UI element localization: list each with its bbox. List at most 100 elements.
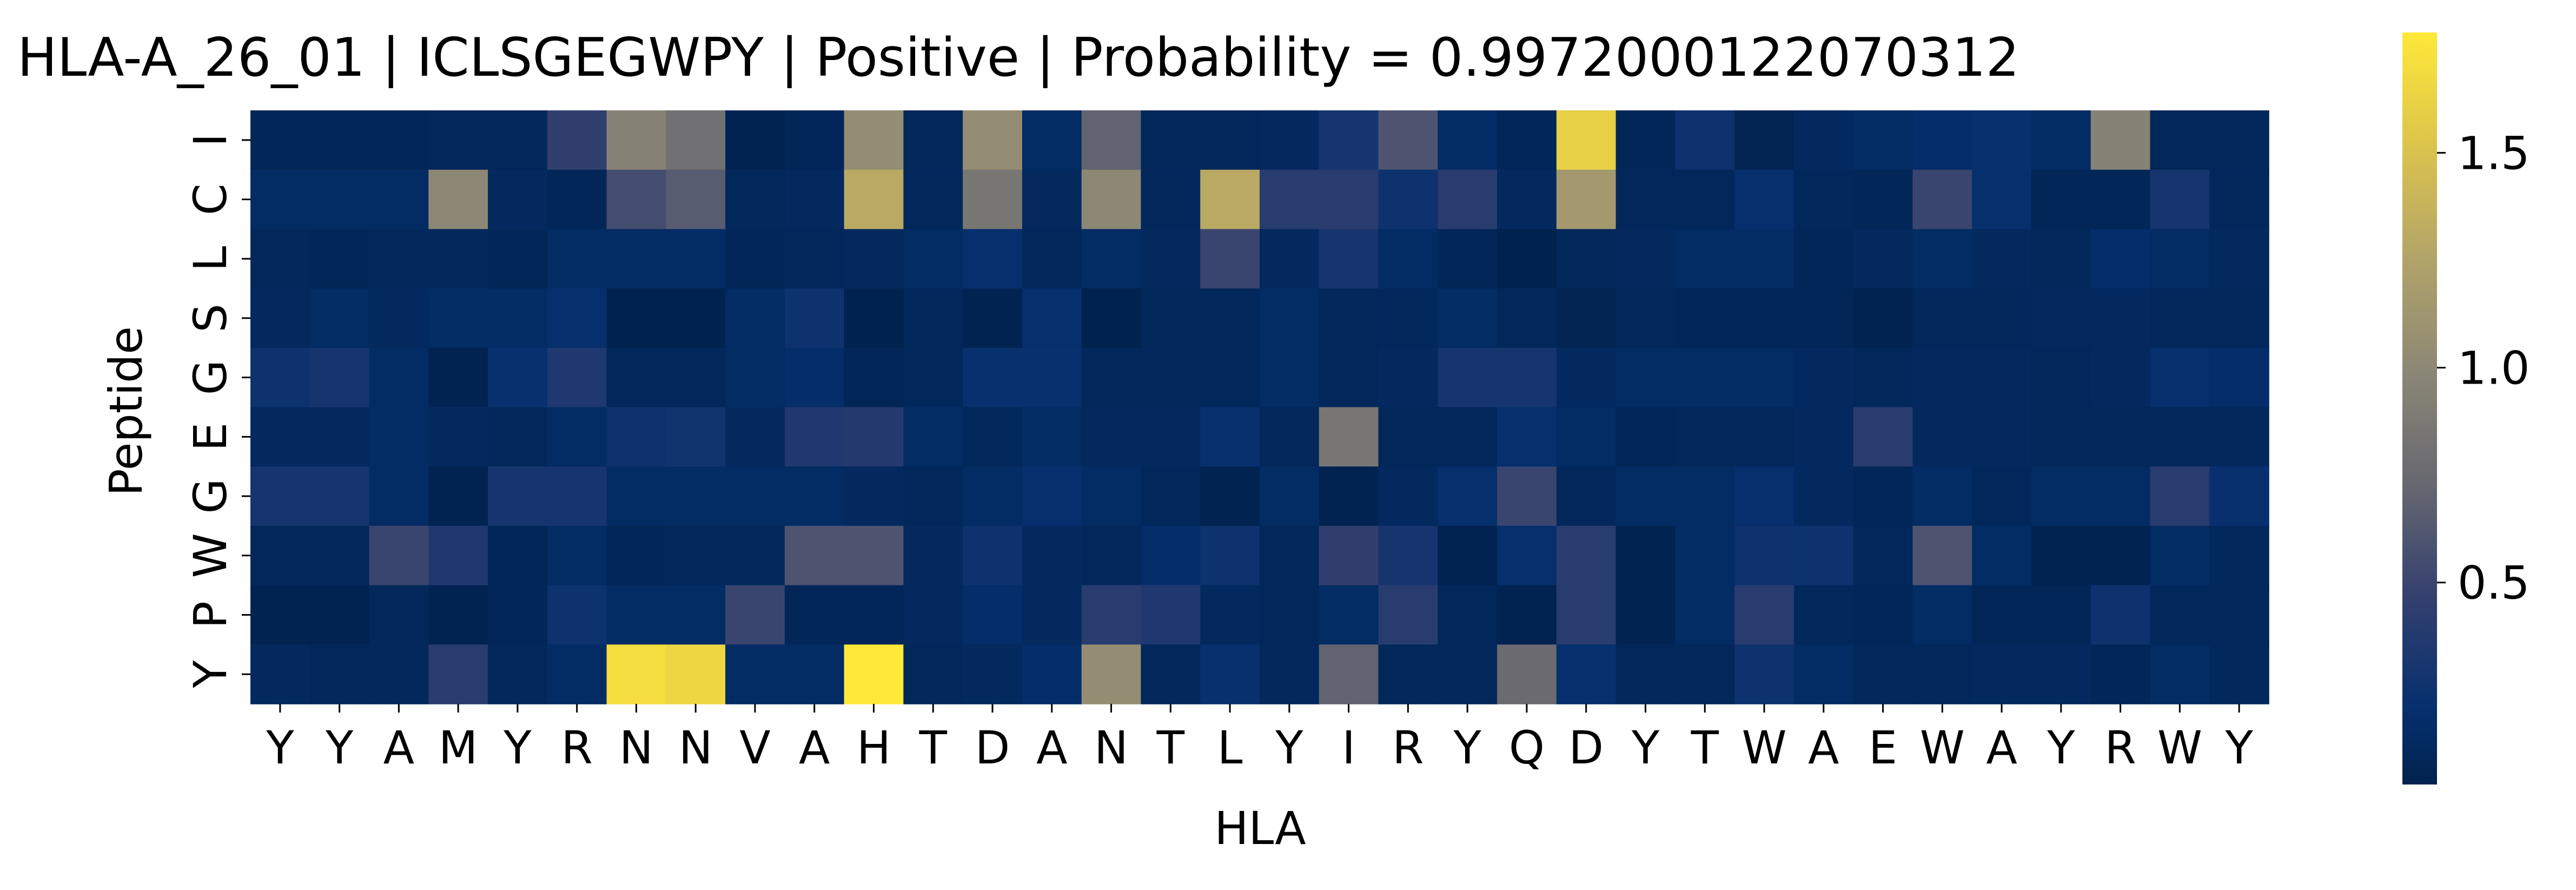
heatmap-cell [488,347,548,408]
heatmap-cell [2090,525,2151,586]
heatmap-cell [606,585,667,645]
heatmap-cell [1675,110,1735,170]
heatmap-cell [666,288,726,348]
heatmap-cell [2150,110,2210,170]
heatmap-cell [2031,466,2091,526]
heatmap-cell [1556,585,1617,645]
heatmap-cell [1497,407,1557,467]
heatmap-cell [1141,407,1201,467]
heatmap-cell [1319,347,1379,408]
heatmap-cell [428,110,488,170]
heatmap-cell [369,644,429,704]
heatmap-cell [963,466,1023,526]
heatmap-cell [1615,407,1676,467]
x-tick-label: D [1568,721,1604,774]
heatmap-cell [2209,347,2269,408]
heatmap-cell [1081,288,1142,348]
heatmap-cell [1793,407,1854,467]
heatmap-cell [666,585,726,645]
heatmap-cell [606,525,667,586]
y-tick-label: I [184,133,237,147]
heatmap-cell [1378,466,1439,526]
heatmap-cell [1200,110,1260,170]
heatmap-cell [1081,229,1142,289]
heatmap-cell [1853,229,1913,289]
heatmap-cell [1378,585,1439,645]
y-tick-label: S [184,304,237,332]
x-tick-label: R [1392,721,1423,774]
heatmap-cell [1081,110,1142,170]
heatmap-cell [1022,169,1082,230]
heatmap-cell [2150,288,2210,348]
heatmap-cell [2209,644,2269,704]
heatmap-cell [1022,525,1082,586]
heatmap-cell [2150,347,2210,408]
heatmap-cell [1793,525,1854,586]
heatmap-cell [1141,585,1201,645]
heatmap-cell [488,288,548,348]
heatmap-cell [1675,407,1735,467]
heatmap-cell [547,169,607,230]
heatmap-cell [1200,525,1260,586]
x-tick-label: T [919,721,948,774]
heatmap-cell [1200,288,1260,348]
heatmap-cell [1081,585,1142,645]
heatmap-cell [1438,644,1498,704]
heatmap-cell [903,525,963,586]
heatmap-cell [2209,407,2269,467]
heatmap-cell [2090,644,2151,704]
heatmap-cell [666,169,726,230]
heatmap-cell [1972,347,2032,408]
heatmap-cell [1141,466,1201,526]
heatmap-cell [1260,229,1320,289]
heatmap-cell [369,466,429,526]
heatmap-cell [428,585,488,645]
heatmap-cell [1319,288,1379,348]
x-tick-label: Y [2047,721,2075,774]
heatmap-cell [1912,110,1972,170]
heatmap-cell [1497,347,1557,408]
heatmap-cell [606,110,667,170]
heatmap-cell [1438,407,1498,467]
heatmap-cell [1615,525,1676,586]
heatmap-cell [1319,644,1379,704]
heatmap-cell [309,229,370,289]
heatmap-cell [1793,169,1854,230]
heatmap-cell [547,525,607,586]
heatmap-cell [1734,288,1794,348]
heatmap-cell [1438,110,1498,170]
heatmap-cell [2090,110,2151,170]
heatmap-cell [666,644,726,704]
heatmap-cell [547,407,607,467]
heatmap-cell [369,407,429,467]
heatmap-cell [725,229,785,289]
heatmap-cell [666,347,726,408]
heatmap-cell [1853,110,1913,170]
heatmap-cell [1912,347,1972,408]
heatmap-cell [725,407,785,467]
x-tick-label: Y [325,721,354,774]
colorbar-ticks: 0.5 1.0 1.5 [2437,127,2530,610]
heatmap-cell [1260,110,1320,170]
x-tick-label: Q [1509,721,1545,774]
heatmap-cell [1912,644,1972,704]
heatmap-cell [1793,288,1854,348]
heatmap-cell [2031,288,2091,348]
heatmap-cell [2031,347,2091,408]
heatmap-cell [250,110,310,170]
heatmap-cell [1675,169,1735,230]
heatmap-cell [606,229,667,289]
heatmap-cell [963,288,1023,348]
heatmap-cell [784,466,845,526]
heatmap-cell [1853,644,1913,704]
heatmap-cell [903,585,963,645]
heatmap-cell [1378,229,1439,289]
heatmap-cell [1319,407,1379,467]
heatmap-cell [1378,288,1439,348]
heatmap-cell [1438,585,1498,645]
heatmap-cell [1378,644,1439,704]
heatmap-cell [1853,347,1913,408]
heatmap-cell [1615,169,1676,230]
heatmap-cell [1022,347,1082,408]
heatmap-cell [2090,347,2151,408]
